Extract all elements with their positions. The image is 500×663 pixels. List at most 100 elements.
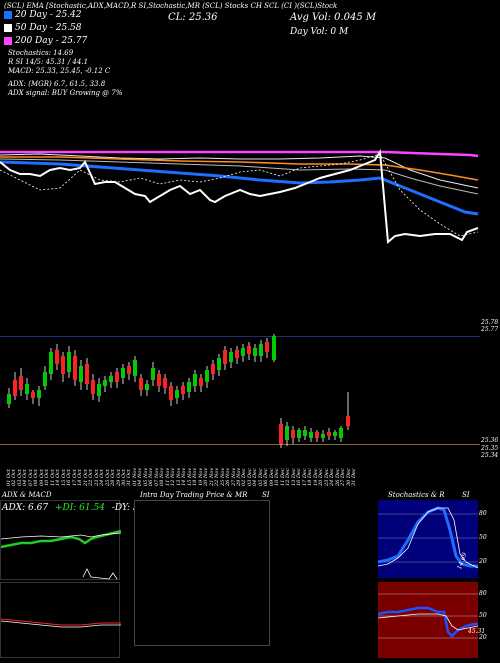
candle: [7, 394, 11, 404]
ema20-label: 20 Day - 25.42: [15, 10, 82, 20]
candle: [235, 350, 239, 358]
candle: [49, 352, 53, 374]
candle: [145, 384, 149, 390]
candle: [55, 350, 59, 364]
legend-ema20: 20 Day - 25.42: [4, 10, 82, 20]
avg-volume-label: Avg Vol: 0.045 M: [290, 12, 377, 23]
candle: [272, 336, 276, 360]
candle-price-line: [0, 444, 480, 445]
stochastic-dashed-line: [0, 153, 479, 237]
candle: [217, 358, 221, 370]
candle: [241, 348, 245, 356]
price-label-top: 25.78: [481, 319, 499, 326]
candle: [43, 372, 47, 386]
price-label-top2: 25.77: [481, 326, 499, 333]
candle: [187, 382, 191, 392]
header-title-line: (SCL) EMA [Stochastic,ADX,MACD,R SI,Stoc…: [4, 2, 338, 10]
candle: [321, 434, 325, 438]
candle: [223, 350, 227, 364]
rsi-label-50: 50: [479, 612, 487, 619]
candle: [291, 430, 295, 438]
candle: [139, 378, 143, 390]
orange-line: [0, 156, 479, 181]
candle: [79, 366, 83, 382]
macd-signal-line: [0, 620, 121, 628]
candle: [73, 356, 77, 380]
candle: [205, 370, 209, 382]
candle: [279, 424, 283, 444]
rsi-label-80: 80: [479, 590, 487, 597]
intraday-panel-title: Intra Day Trading Price & MR: [140, 491, 248, 499]
macd-line: [0, 618, 121, 626]
ema20-swatch: [4, 10, 12, 19]
candle: [13, 380, 17, 396]
candle: [169, 386, 173, 400]
candle: [91, 380, 95, 394]
candlestick-chart: [7, 334, 350, 448]
candle: [31, 392, 35, 398]
ema-chart: [0, 148, 479, 245]
candle: [85, 364, 89, 384]
candle: [229, 352, 233, 362]
candle: [109, 376, 113, 382]
adx-panel: ADX: 6.67 +DI: 61.54 -DY: 53.83: [0, 500, 159, 580]
price-line: [0, 148, 479, 245]
candle: [103, 380, 107, 386]
price-label-bottom2: 25.35: [481, 445, 499, 452]
candle: [19, 376, 23, 390]
stochastic-readout: Stochastics: 14.69: [8, 49, 74, 57]
candle: [211, 364, 215, 374]
candle: [151, 368, 155, 380]
macd-readout: MACD: 25.33, 25.45, -0.12 C: [8, 67, 111, 75]
date-axis: 01 Oct 02 Oct 03 Oct 04 Oct 07 Oct 08 Oct 09 O…: [0, 460, 480, 490]
ema50-label: 50 Day - 25.58: [15, 23, 82, 33]
legend-ema200: 200 Day - 25.77: [4, 36, 87, 46]
adx-small-line: [82, 568, 118, 580]
rsi-panel: 80 50 20 45.31: [377, 582, 487, 658]
candle: [303, 430, 307, 436]
candle: [199, 378, 203, 386]
adx-value: ADX: 6.67: [2, 503, 49, 513]
day-volume-label: Day Vol: 0 M: [290, 27, 349, 37]
candle: [163, 378, 167, 388]
candle: [339, 428, 343, 438]
rsi-label-20: 20: [479, 634, 487, 641]
candle: [346, 416, 350, 426]
candle: [175, 390, 179, 398]
candle: [253, 348, 257, 356]
stoch-d-line: [377, 507, 479, 569]
candle: [265, 342, 269, 352]
candle: [157, 374, 161, 386]
macd-panel: [0, 582, 121, 658]
candle: [67, 352, 71, 372]
candle: [25, 384, 29, 394]
candle: [121, 368, 125, 378]
candle: [127, 366, 131, 374]
intraday-panel: [134, 500, 270, 646]
rsi-current-value: 45.31: [468, 628, 486, 635]
stochastic-panel: 80 50 20 14.69: [377, 500, 487, 578]
rsi-signal-line: [377, 613, 479, 631]
plus-di-value: +DI: 61.54: [54, 503, 105, 513]
stoch-label-20: 20: [479, 558, 487, 565]
candle: [309, 432, 313, 438]
rsi-line: [377, 606, 478, 638]
candle-top-divider: [0, 336, 480, 337]
candle: [259, 344, 263, 356]
candle: [315, 432, 319, 438]
ema200-label: 200 Day - 25.77: [15, 36, 88, 46]
candle: [297, 430, 301, 438]
candle: [285, 426, 289, 440]
price-label-bottom3: 25.34: [481, 452, 499, 459]
adx-signal-readout: ADX signal: BUY Growing @ 7%: [8, 89, 123, 97]
stoch-panel-title: Stochastics & R: [388, 491, 445, 499]
candle: [247, 346, 251, 354]
candle: [61, 356, 65, 374]
candle: [133, 360, 137, 376]
intraday-panel-si: SI: [262, 491, 270, 499]
candle: [37, 390, 41, 398]
adx-panel-title: ADX & MACD: [2, 491, 52, 499]
ema50-swatch: [4, 23, 12, 32]
macd-chart: [0, 618, 121, 628]
stochastic-chart: [377, 506, 479, 569]
